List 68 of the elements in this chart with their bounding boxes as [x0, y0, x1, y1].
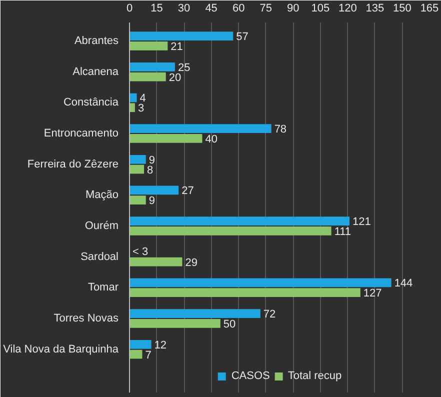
- data-label: 7: [145, 349, 152, 362]
- bar: [130, 216, 350, 226]
- data-label: 121: [352, 216, 371, 228]
- bar: [130, 309, 260, 318]
- bar: [130, 103, 135, 112]
- data-label: 20: [168, 72, 182, 84]
- x-tick-label: 150: [393, 2, 412, 14]
- y-tick-label: Ourém: [84, 220, 119, 232]
- x-tick-label: 15: [150, 2, 163, 14]
- data-label: 29: [185, 256, 198, 269]
- x-tick-label: 135: [366, 2, 384, 14]
- y-tick-label: Abrantes: [74, 35, 119, 47]
- bar: [130, 134, 202, 143]
- bar: [130, 288, 360, 298]
- y-tick-label: Constância: [63, 96, 120, 109]
- bar: [130, 93, 137, 102]
- bar: [130, 32, 234, 41]
- data-label: 21: [170, 40, 183, 53]
- data-label: 25: [178, 62, 190, 74]
- x-tick-label: 0: [126, 2, 133, 14]
- x-tick-label: 60: [232, 2, 245, 14]
- x-tick-label: 75: [260, 2, 272, 14]
- bar: [130, 340, 152, 349]
- y-tick-label: Ferreira do Zêzere: [27, 158, 119, 170]
- x-tick-label: 105: [311, 2, 330, 14]
- bar: [130, 186, 179, 195]
- data-label: 50: [223, 318, 236, 330]
- data-label: 9: [148, 154, 155, 166]
- data-label: 78: [274, 124, 287, 136]
- x-tick-label: 30: [178, 2, 190, 14]
- bar: [130, 154, 146, 164]
- data-label: 111: [334, 226, 352, 238]
- bar: [130, 62, 175, 72]
- data-label: 4: [140, 92, 146, 105]
- y-tick-label: Torres Novas: [54, 312, 119, 324]
- y-tick-label: Mação: [85, 189, 119, 202]
- x-tick-label: 90: [287, 2, 300, 14]
- bar: [130, 41, 168, 50]
- y-tick-label: Entroncamento: [44, 128, 119, 140]
- legend-label: CASOS: [231, 370, 270, 382]
- data-label: 40: [205, 133, 218, 146]
- data-label: 57: [236, 31, 248, 44]
- data-label: 9: [148, 195, 155, 208]
- x-tick-label: 165: [420, 2, 439, 14]
- bar: [130, 257, 182, 266]
- data-label: 127: [363, 288, 382, 300]
- bar: [130, 350, 142, 359]
- y-tick-label: Sardoal: [80, 250, 119, 263]
- data-label: 144: [394, 278, 413, 290]
- bar: [130, 278, 392, 288]
- bar: [130, 196, 146, 205]
- data-label: 27: [182, 185, 194, 198]
- x-tick-label: 45: [205, 2, 218, 14]
- text: < 3: [132, 246, 148, 258]
- bar: [130, 124, 272, 134]
- y-tick-label: Tomar: [88, 282, 119, 294]
- bar: [130, 164, 144, 174]
- y-tick-label: Vila Nova da Barquinha: [3, 343, 120, 356]
- bar: [130, 72, 166, 82]
- data-label: 72: [263, 308, 276, 321]
- data-label: 8: [147, 164, 154, 176]
- bar: [130, 226, 332, 236]
- x-tick-label: 120: [338, 2, 357, 14]
- data-label: 12: [154, 339, 167, 352]
- y-tick-label: Alcanena: [72, 66, 120, 78]
- bar: [130, 318, 220, 328]
- legend-label: Total recup: [288, 370, 342, 382]
- data-label: 3: [138, 102, 144, 115]
